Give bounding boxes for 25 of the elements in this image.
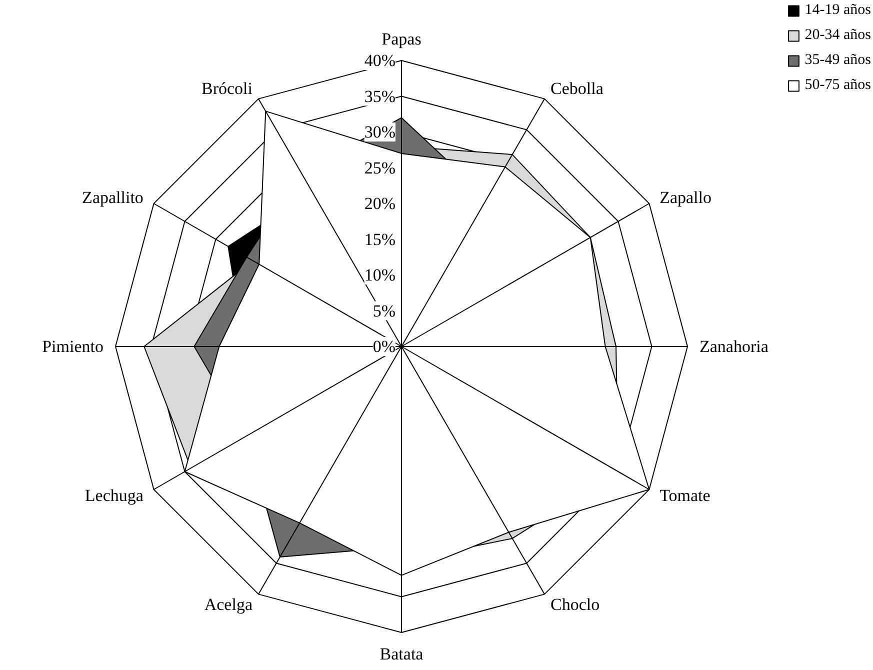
legend-label: 35-49 años	[804, 52, 871, 69]
spoke-label: Zanahoria	[700, 337, 769, 356]
spoke-label: Zapallito	[82, 188, 144, 207]
spoke-label: Cebolla	[550, 78, 604, 98]
spoke-label: Papas	[382, 30, 422, 48]
spoke-label: Lechuga	[84, 486, 144, 505]
y-tick-label: 5%	[372, 301, 396, 320]
spoke-label: Batata	[380, 644, 424, 664]
y-tick-label: 0%	[372, 337, 396, 356]
spoke-label: Zapallo	[660, 188, 712, 207]
y-tick-label: 30%	[364, 122, 396, 142]
legend-label: 50-75 años	[804, 77, 871, 94]
y-tick-label: 20%	[364, 194, 396, 213]
y-tick-label: 25%	[364, 158, 396, 178]
y-tick-label: 35%	[364, 86, 396, 106]
spoke-label: Tomate	[660, 486, 710, 505]
y-tick-label: 40%	[364, 51, 396, 70]
spoke-label: Acelga	[204, 595, 253, 614]
spoke-label: Choclo	[550, 595, 600, 614]
y-tick-label: 15%	[364, 230, 396, 249]
y-tick-label: 10%	[364, 266, 396, 284]
spoke-label: Brócoli	[202, 78, 253, 98]
legend-label: 14-19 años	[804, 2, 871, 19]
spoke-label: Pimiento	[42, 337, 104, 356]
legend-label: 20-34 años	[804, 27, 871, 44]
